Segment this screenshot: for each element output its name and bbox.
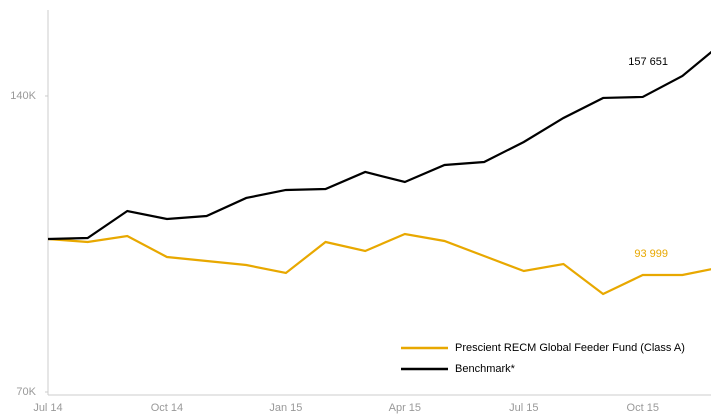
- x-tick-label: Jan 15: [269, 402, 302, 414]
- plot: [47, 50, 711, 296]
- y-tick-label: 70K: [16, 386, 36, 398]
- y-tick-label: 140K: [10, 90, 36, 102]
- x-tick-label: Jul 14: [33, 402, 62, 414]
- series-line: [47, 50, 711, 241]
- x-tick-label: Oct 15: [627, 402, 659, 414]
- legend-label: Benchmark*: [455, 363, 516, 375]
- end-label: 157 651: [628, 56, 668, 68]
- x-tick-label: Apr 15: [389, 402, 421, 414]
- x-tick-label: Jul 15: [509, 402, 538, 414]
- legend-label: Prescient RECM Global Feeder Fund (Class…: [455, 342, 685, 354]
- series-line: [47, 232, 711, 296]
- end-label: 93 999: [634, 248, 668, 260]
- x-tick-label: Oct 14: [151, 402, 183, 414]
